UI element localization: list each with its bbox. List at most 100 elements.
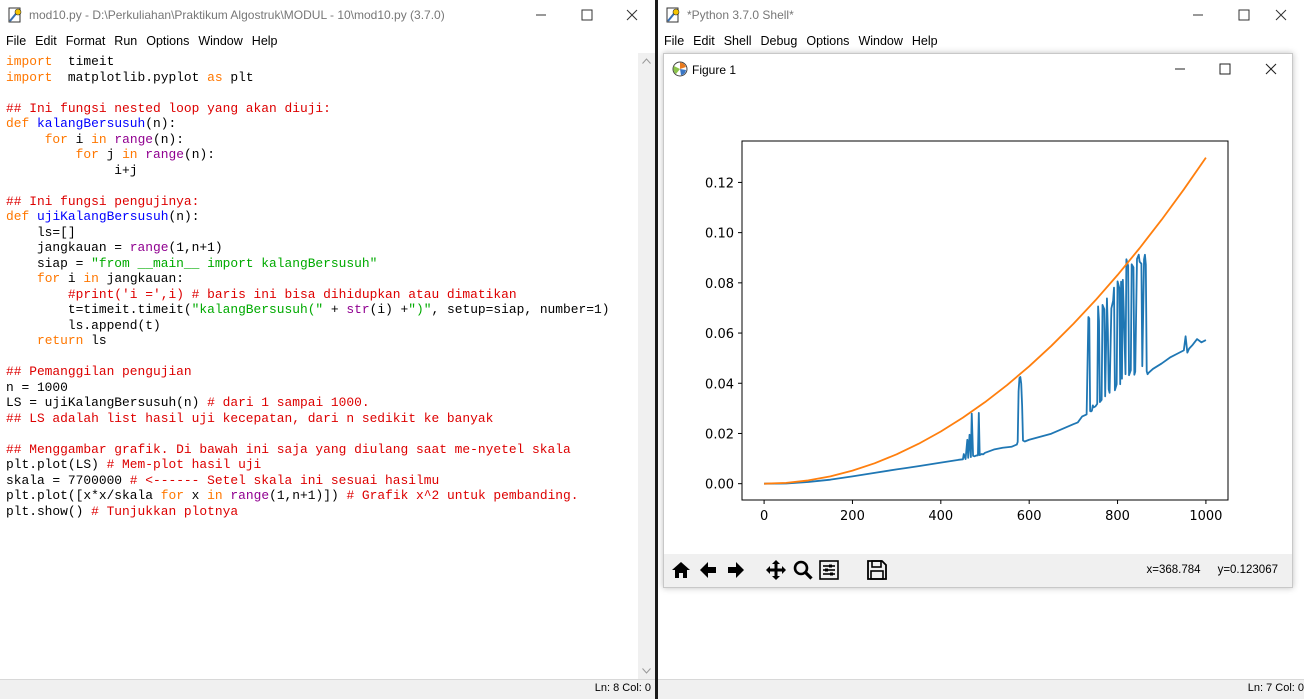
minimize-icon	[536, 14, 546, 16]
shell-menu-window[interactable]: Window	[858, 34, 903, 48]
shell-window-title: *Python 3.7.0 Shell*	[687, 8, 794, 22]
window-divider	[655, 0, 658, 699]
close-icon	[626, 9, 638, 21]
y-tick-label: 0.08	[705, 277, 734, 292]
idle-app-icon	[666, 7, 680, 23]
code-line: for i in range(n):	[44, 131, 184, 147]
code-line: for i in jangkauan:	[36, 271, 184, 286]
shell-titlebar[interactable]: *Python 3.7.0 Shell*	[658, 0, 1304, 30]
close-icon	[1275, 9, 1287, 21]
shell-menu-options[interactable]: Options	[806, 34, 850, 48]
maximize-icon	[1238, 9, 1250, 21]
figure-toolbar: x=368.784 y=0.123067	[664, 554, 1292, 587]
x-tick-label: 0	[760, 509, 768, 524]
editor-menu-run[interactable]: Run	[114, 34, 138, 48]
forward-button[interactable]	[724, 558, 748, 582]
y-tick-label: 0.12	[705, 176, 734, 191]
editor-menu-window[interactable]: Window	[198, 34, 243, 48]
shell-menu-help[interactable]: Help	[911, 34, 938, 48]
x-tick-label: 400	[928, 509, 953, 524]
maximize-button[interactable]	[564, 0, 610, 30]
code-line: import timeit	[6, 54, 115, 69]
x-tick-label: 800	[1105, 509, 1130, 524]
cursor-y-readout: y=0.123067	[1217, 564, 1278, 576]
shell-menu-file[interactable]: File	[664, 34, 685, 48]
code-line: ## LS adalah list hasil uji kecepatan, d…	[6, 410, 494, 426]
editor-menu-file[interactable]: File	[6, 34, 27, 48]
save-icon	[867, 560, 887, 580]
figure-titlebar[interactable]: Figure 1	[664, 54, 1292, 84]
axes-frame	[741, 140, 1229, 501]
y-tick-label: 0.04	[705, 377, 734, 392]
scroll-down-arrow-icon[interactable]	[642, 668, 651, 674]
scroll-up-arrow-icon[interactable]	[642, 58, 651, 64]
minimize-icon	[1193, 14, 1203, 16]
code-line: ls=[]	[6, 224, 76, 240]
code-line: ## Menggambar grafik. Di bawah ini saja …	[6, 441, 571, 457]
code-line: n = 1000	[6, 379, 68, 395]
editor-menu-options[interactable]: Options	[146, 34, 190, 48]
editor-scrollbar[interactable]	[638, 53, 655, 680]
idle-app-icon	[8, 7, 22, 23]
editor-menubar: File Edit Format Run Options Window Help	[0, 30, 655, 52]
shell-window: *Python 3.7.0 Shell* File Edit Shell Debug O…	[658, 0, 1304, 699]
code-editor[interactable]: import timeit import matplotlib.pyplot a…	[0, 53, 638, 680]
code-line: ls.append(t)	[6, 317, 161, 333]
editor-statusbar: Ln: 8 Col: 0	[0, 679, 655, 699]
y-tick-label: 0.10	[705, 227, 734, 242]
editor-menu-edit[interactable]: Edit	[35, 34, 57, 48]
y-tick-label: 0.02	[705, 427, 734, 442]
figure-close-button[interactable]	[1248, 54, 1294, 84]
code-line: t=timeit.timeit("kalangBersusuh(" + str(…	[6, 302, 610, 317]
close-button[interactable]	[1258, 0, 1304, 30]
subplots-icon	[819, 560, 839, 580]
minimize-button[interactable]	[1175, 0, 1221, 30]
editor-window: mod10.py - D:\Perkuliahan\Praktikum Algo…	[0, 0, 655, 699]
close-icon	[1265, 63, 1277, 75]
cursor-x-readout: x=368.784	[1146, 564, 1201, 576]
code-line: def ujiKalangBersusuh(n):	[6, 209, 200, 224]
cursor-coordinates: x=368.784 y=0.123067	[1147, 564, 1278, 576]
x-tick-label: 200	[840, 509, 865, 524]
maximize-button[interactable]	[1221, 0, 1267, 30]
figure-window: Figure 1 0 200 400 600 800 1000 0.00 0.02 0.04 0.…	[663, 53, 1293, 588]
code-line: LS = ujiKalangBersusuh(n) # dari 1 sampa…	[6, 395, 370, 410]
minimize-button[interactable]	[518, 0, 564, 30]
editor-menu-help[interactable]: Help	[251, 34, 278, 48]
pan-button[interactable]	[764, 558, 788, 582]
x-tick-label: 1000	[1189, 509, 1222, 524]
editor-titlebar[interactable]: mod10.py - D:\Perkuliahan\Praktikum Algo…	[0, 0, 655, 30]
code-line: def kalangBersusuh(n):	[6, 116, 177, 131]
shell-menu-shell[interactable]: Shell	[723, 34, 752, 48]
code-line: plt.plot(LS) # Mem-plot hasil uji	[6, 457, 262, 472]
back-arrow-icon	[700, 562, 716, 578]
code-line: jangkauan = range(1,n+1)	[6, 240, 223, 255]
minimize-icon	[1175, 68, 1185, 70]
shell-menu-debug[interactable]: Debug	[760, 34, 798, 48]
home-icon	[672, 562, 690, 578]
x-tick-label: 600	[1017, 509, 1042, 524]
editor-window-title: mod10.py - D:\Perkuliahan\Praktikum Algo…	[29, 8, 445, 22]
series-line-1	[764, 157, 1207, 485]
home-button[interactable]	[669, 558, 693, 582]
zoom-button[interactable]	[791, 558, 815, 582]
subplots-button[interactable]	[817, 558, 841, 582]
plot-canvas[interactable]: 0 200 400 600 800 1000 0.00 0.02 0.04 0.06 0.08 0.1…	[664, 84, 1292, 554]
code-line: i+j	[6, 162, 138, 178]
y-tick-label: 0.00	[705, 478, 734, 493]
shell-menu-edit[interactable]: Edit	[693, 34, 715, 48]
close-button[interactable]	[609, 0, 655, 30]
code-line: skala = 7700000 # <------ Setel skala in…	[6, 472, 440, 488]
code-line: ## Pemanggilan pengujian	[6, 364, 192, 379]
code-line: plt.plot([x*x/skala for x in range(1,n+1…	[6, 488, 579, 503]
figure-maximize-button[interactable]	[1202, 54, 1248, 84]
editor-menu-format[interactable]: Format	[65, 34, 106, 48]
code-line: ## Ini fungsi nested loop yang akan diuj…	[6, 100, 331, 116]
figure-minimize-button[interactable]	[1157, 54, 1203, 84]
code-line: siap = "from __main__ import kalangBersu…	[6, 255, 378, 271]
save-button[interactable]	[865, 558, 889, 582]
maximize-icon	[1219, 63, 1231, 75]
zoom-icon	[793, 560, 813, 580]
code-text[interactable]: import timeit import matplotlib.pyplot a…	[6, 54, 609, 519]
back-button[interactable]	[696, 558, 720, 582]
